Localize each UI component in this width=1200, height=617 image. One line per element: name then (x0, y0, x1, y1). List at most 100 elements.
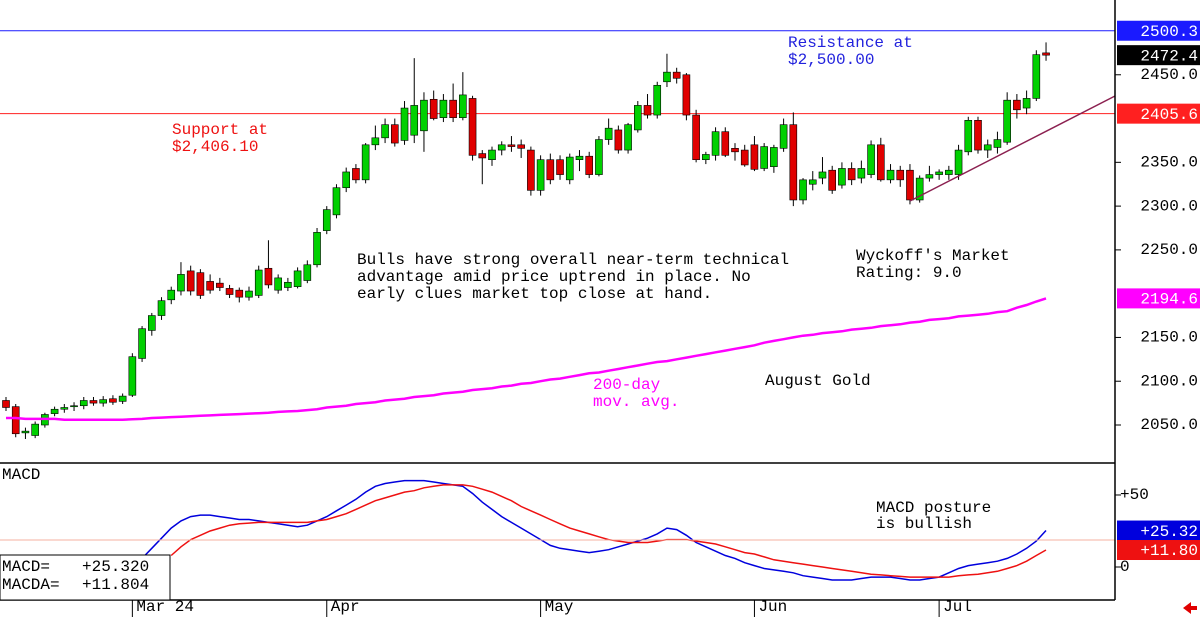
y-tick-label: 2450.0 (1140, 66, 1198, 84)
candle-body (964, 120, 973, 153)
annotation: advantage amid price uptrend in place. N… (357, 268, 751, 286)
candle-body (789, 124, 798, 201)
annotation: is bullish (876, 515, 972, 533)
x-tick-label: May (545, 598, 574, 616)
candle-body (89, 400, 98, 404)
candle-body (692, 114, 700, 161)
candle-body (2, 400, 10, 408)
candle-body (624, 124, 632, 151)
candle-body (595, 139, 603, 175)
candle-body (478, 153, 487, 159)
y-tick-label: 2350.0 (1140, 154, 1198, 172)
candle-body (711, 131, 720, 156)
candle-body (196, 272, 205, 296)
candle-body (672, 71, 681, 79)
candle-body (109, 398, 117, 403)
candle-body (138, 328, 146, 359)
candle-body (945, 169, 953, 175)
candle-body (439, 99, 448, 118)
candle-body (750, 144, 759, 170)
annotation: early clues market top close at hand. (357, 285, 712, 303)
candle-body (896, 169, 905, 181)
candle-body (954, 149, 963, 175)
level-label: 2405.6 (1140, 106, 1198, 124)
annotation: Rating: 9.0 (856, 264, 962, 282)
candle-body (925, 174, 934, 179)
candle-body (420, 99, 428, 132)
readout-value: +25.320 (82, 558, 149, 576)
annotation: mov. avg. (593, 393, 679, 411)
annotation: Bulls have strong overall near-term tech… (357, 251, 789, 269)
trend-line (909, 95, 1116, 202)
annotation: 200-day (593, 376, 661, 394)
candle-body (935, 171, 943, 175)
candle-body (381, 124, 389, 139)
candle-body (682, 74, 691, 116)
candle-body (857, 168, 866, 179)
candle-body (352, 168, 360, 181)
candle-body (177, 274, 185, 292)
candle-body (721, 131, 730, 156)
candle-body (167, 289, 176, 301)
candle-body (371, 137, 380, 146)
candle-body (99, 399, 107, 404)
candle-body (760, 146, 768, 169)
candle-body (449, 99, 457, 118)
y-tick-label: 2300.0 (1140, 197, 1198, 215)
candle-body (497, 144, 506, 151)
annotation: MACD posture (876, 499, 991, 517)
candle-body (556, 159, 564, 175)
level-box (1117, 20, 1200, 41)
panel-title: MACD (2, 466, 40, 484)
candle-body (186, 270, 195, 292)
candle-body (818, 171, 827, 179)
candle-body (70, 405, 78, 408)
candle-body (517, 144, 525, 149)
candle-body (906, 169, 914, 201)
last-price-box (1117, 45, 1200, 66)
candle-body (653, 84, 662, 116)
candle-body (1042, 52, 1050, 56)
candle-body (983, 144, 992, 151)
candle-body (206, 281, 214, 291)
ma-value-box (1117, 288, 1200, 309)
readout-box (0, 554, 171, 601)
candle-body (245, 290, 253, 298)
candle-body (702, 154, 710, 161)
x-tick-label: Apr (331, 598, 360, 616)
candle-body (303, 264, 312, 281)
macd-value-box (1117, 540, 1200, 561)
y-tick-label: 2050.0 (1140, 416, 1198, 434)
level-label: 2500.3 (1140, 23, 1198, 41)
candle-body (915, 177, 924, 201)
candle-body (332, 187, 341, 216)
candle-body (507, 144, 516, 147)
candle-body (799, 179, 807, 201)
candle-body (527, 149, 535, 191)
candle-body (216, 282, 224, 288)
y-tick-label: 2100.0 (1140, 372, 1198, 390)
candle-body (867, 144, 875, 175)
candle-body (50, 408, 59, 414)
candle-body (740, 149, 749, 166)
candle-body (828, 169, 837, 191)
candle-body (342, 171, 351, 189)
x-tick-label: Jul (943, 598, 972, 616)
candle-body (1013, 99, 1021, 111)
candle-body (663, 71, 671, 83)
candle-body (585, 155, 594, 175)
candle-body (284, 281, 292, 288)
candle-body (429, 98, 438, 119)
candle-body (633, 105, 642, 131)
candle-body (313, 232, 321, 266)
candle-body (400, 107, 409, 141)
candle-body (614, 129, 623, 151)
candle-body (546, 159, 555, 181)
nav-arrow[interactable] (1183, 602, 1197, 614)
candle-body (148, 315, 156, 331)
candle-body (838, 168, 846, 186)
candle-body (808, 179, 817, 185)
candle-body (468, 98, 477, 156)
readout-value: +11.804 (82, 576, 149, 594)
